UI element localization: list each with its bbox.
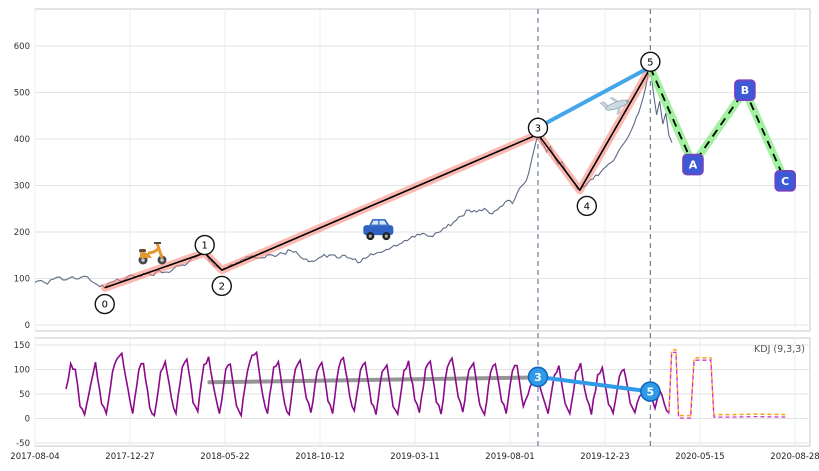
svg-text:1: 1 — [202, 241, 208, 252]
wave-marker-1: 1 — [194, 234, 215, 256]
y-tick-label: 400 — [14, 135, 30, 145]
x-tick-label: 2018-10-12 — [295, 452, 344, 462]
abc-marker-B: B — [734, 79, 756, 101]
x-tick-label: 2019-03-11 — [390, 452, 439, 462]
x-tick-label: 2020-08-28 — [770, 452, 819, 462]
x-tick-label: 2019-08-01 — [485, 452, 534, 462]
svg-text:B: B — [741, 84, 749, 97]
svg-text:0: 0 — [102, 300, 108, 311]
wave-marker-0: 0 — [94, 293, 115, 315]
kdj-legend-label: KDJ (9,3,3) — [754, 344, 805, 355]
svg-text:C: C — [781, 175, 789, 188]
y-tick-label: 0 — [25, 415, 30, 425]
y-tick-label: 0 — [25, 321, 30, 331]
plane-icon — [599, 97, 629, 115]
correction-wave-line — [649, 67, 787, 182]
kdj-forecast-line-1 — [668, 349, 786, 417]
abc-marker-A: A — [682, 153, 704, 176]
svg-text:4: 4 — [584, 201, 590, 212]
kdj-forecast-line-2 — [668, 351, 786, 419]
svg-text:2: 2 — [219, 281, 225, 292]
y-tick-label: 100 — [14, 275, 30, 285]
wave-marker-3: 3 — [527, 117, 549, 139]
wave-marker-5: 5 — [640, 51, 661, 73]
svg-text:5: 5 — [647, 386, 655, 399]
panel-price — [34, 8, 811, 332]
kdj-divergence-line — [535, 374, 653, 394]
x-tick-label: 2019-12-23 — [580, 452, 629, 462]
y-tick-label: 500 — [14, 89, 30, 99]
wave-marker-2: 2 — [211, 275, 232, 297]
wave-marker-4: 4 — [576, 195, 597, 217]
car-icon — [363, 219, 394, 241]
kdj-marker-5: 5 — [640, 381, 661, 402]
y-tick-label: 600 — [14, 42, 30, 52]
kdj-marker-3: 3 — [527, 366, 549, 388]
y-tick-label: 100 — [14, 366, 30, 376]
y-tick-label: 300 — [14, 182, 30, 192]
trendline-3-5 — [535, 64, 653, 130]
x-tick-label: 2017-08-04 — [10, 452, 59, 462]
x-tick-label: 2020-05-15 — [675, 452, 724, 462]
impulse-wave-line — [104, 67, 652, 289]
x-tick-label: 2017-12-27 — [105, 452, 154, 462]
y-tick-label: -50 — [16, 439, 30, 449]
svg-text:5: 5 — [647, 57, 653, 68]
kdj-line — [65, 350, 670, 419]
svg-text:3: 3 — [535, 123, 541, 134]
y-tick-label: 200 — [14, 228, 30, 238]
scooter-icon — [138, 241, 167, 265]
y-tick-label: 50 — [19, 390, 30, 400]
y-tick-label: 150 — [14, 341, 30, 351]
abc-marker-C: C — [774, 170, 797, 192]
svg-text:A: A — [689, 159, 698, 172]
svg-text:3: 3 — [534, 371, 542, 384]
x-tick-label: 2018-05-22 — [200, 452, 249, 462]
